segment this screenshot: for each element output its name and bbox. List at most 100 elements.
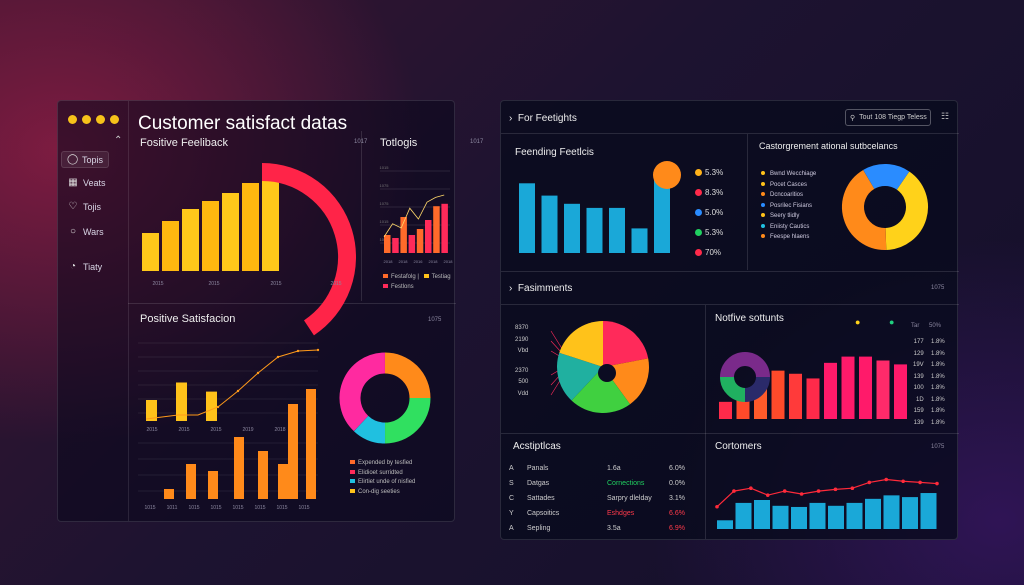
divider [747, 134, 748, 270]
window-dot[interactable] [68, 115, 77, 124]
table-row[interactable]: A Sepling 3.5a 6.9% [509, 521, 699, 536]
table-row[interactable]: A Panals 1.6a 6.0% [509, 461, 699, 476]
line-point [316, 348, 320, 352]
row-value: 1.6a [607, 465, 621, 472]
axis-label: 1015 [380, 165, 390, 170]
engagement-item: Feespe hlaens [770, 234, 810, 240]
positive-satisfaction-donut [339, 352, 431, 444]
row-key: S [509, 480, 514, 487]
bar [754, 500, 770, 529]
engagement-item: Eniisty Cautics [770, 223, 810, 230]
chevron-up-icon[interactable]: ⌃ [114, 135, 123, 146]
legend-label: Festlons [391, 283, 414, 290]
tick-label: 2015 [210, 427, 221, 433]
line-point [867, 480, 872, 485]
corner-label: 1075 [931, 444, 945, 450]
bar [142, 233, 159, 271]
sidebar-item-topis[interactable]: ◯ Topis [61, 151, 110, 168]
percent-label: 1.8% [931, 419, 945, 426]
insights-header: › For Feetights [509, 113, 577, 124]
table-row[interactable]: C Sattades Sarpry dlelday 3.1% [509, 491, 699, 506]
sidebar-item-veats[interactable]: ▦ Veats [68, 177, 105, 188]
engagement-donut [842, 164, 928, 250]
bar [206, 391, 217, 421]
tick-label: 19V [913, 362, 924, 368]
donut-slice [842, 169, 887, 250]
bar [182, 209, 199, 271]
tick-label: 500 [518, 379, 529, 385]
percent-label: 5.3% [705, 168, 724, 177]
filter-icon[interactable]: ☷ [941, 111, 950, 121]
sidebar-item-label: Wars [83, 226, 104, 237]
donut-slice [884, 171, 928, 250]
positive-feedback-chart: 2015 2015 2015 2015 [142, 163, 356, 336]
bar [865, 498, 881, 529]
line-point [236, 389, 240, 393]
percent-label: 1.8% [931, 408, 945, 414]
bar [828, 505, 844, 529]
divider [501, 271, 959, 272]
donut-slice [384, 397, 431, 444]
positive-feedback-title: Fositive Feeliback [140, 137, 229, 149]
line-point [799, 492, 804, 496]
corner-label: 1017 [354, 139, 368, 145]
bar [824, 362, 837, 419]
divider [361, 131, 362, 301]
line-point [276, 355, 280, 359]
percent-label: 1.8% [931, 385, 945, 391]
donut-slice [339, 352, 386, 432]
bar [719, 401, 732, 419]
bar [258, 451, 268, 499]
line-point [256, 371, 260, 375]
bar [416, 229, 424, 253]
row-value: Cornections [607, 480, 645, 487]
line-point [715, 504, 719, 509]
bar [735, 502, 752, 529]
search-input[interactable]: ⚲ Tout 108 Tiegp Teless [845, 109, 931, 126]
tick-label: 2015 [330, 281, 341, 287]
row-key: A [509, 465, 514, 472]
percent-label: 1.8% [931, 396, 945, 403]
table-row[interactable]: S Datgas Cornections 0.0% [509, 476, 699, 491]
pin-icon[interactable]: ● [889, 317, 895, 327]
highlight-dot [653, 161, 681, 189]
percent-label: 5.3% [705, 228, 724, 237]
sidebar-item-tiaty[interactable]: ◔ Tiaty [68, 261, 102, 272]
legend-label: Testiag [431, 274, 451, 280]
pin-icon[interactable]: ● [855, 317, 861, 327]
tick-label: 2015 [152, 281, 163, 287]
window-dot[interactable] [96, 115, 105, 124]
trend-line [383, 194, 445, 238]
sidebar-item-wars[interactable]: ○ Wars [68, 226, 104, 237]
tick-label: 2018 [399, 259, 409, 264]
axis-label: 1075 [380, 183, 390, 188]
bar [208, 471, 218, 499]
window-dot[interactable] [110, 115, 119, 124]
bar [736, 397, 750, 419]
window-dot[interactable] [82, 115, 91, 124]
page-title: Customer satisfact datas [138, 113, 348, 134]
chevron-right-icon[interactable]: › [509, 113, 513, 124]
tick-label: 1011 [167, 505, 178, 511]
tick-label: 1015 [254, 505, 265, 511]
bar [222, 193, 239, 271]
gauge-icon: ◔ [69, 261, 77, 272]
donut-slice [353, 415, 386, 444]
line-point [816, 489, 821, 493]
engagement-list: Bwnd Wecchiage Pocet Casces Dcncoaritios… [761, 169, 816, 243]
acstiptlcas-table: A Panals 1.6a 6.0% S Datgas Cornections 0.0% C Sa… [509, 461, 699, 536]
sidebar-item-tojis[interactable]: ♡ Tojis [68, 201, 102, 212]
corner-label: 1075 [428, 317, 442, 323]
notfive-chart [719, 352, 907, 419]
bar [400, 217, 407, 253]
bar [859, 356, 872, 419]
table-row[interactable]: Y Capsoitics Eshdges 6.6% [509, 506, 699, 521]
bar [262, 177, 279, 271]
percent-label: 1.8% [931, 339, 945, 345]
tick-label: 100 [913, 385, 924, 391]
chevron-right-icon[interactable]: › [509, 283, 513, 294]
positive-satisfaction-chart: 2015 2015 2015 2019 2018 1015 1011 1015 1015 1015… [138, 342, 320, 511]
bar [164, 489, 174, 499]
percent-label: 1.8% [931, 350, 945, 357]
customers-title: Cortomers [715, 441, 762, 452]
